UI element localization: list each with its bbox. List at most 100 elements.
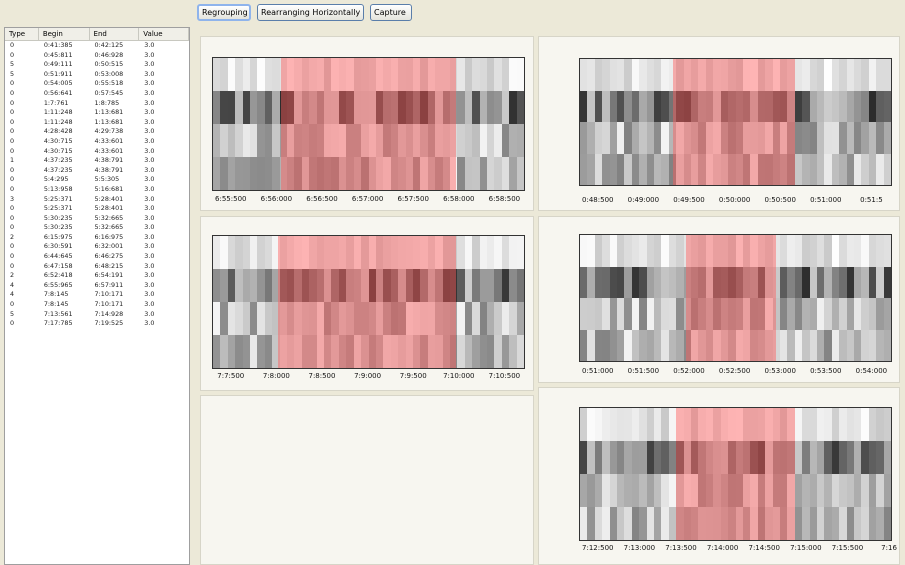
axis-tick-label: 6:58:500 (488, 195, 521, 203)
table-row[interactable]: 0 1:7:761 1:8:785 3.0 (5, 99, 189, 109)
heatmap-cell (361, 91, 370, 124)
heatmap-cell (398, 58, 407, 91)
end-cell: 7:14:928 (94, 309, 124, 318)
table-row[interactable]: 0 5:25:371 5:28:401 3.0 (5, 204, 189, 214)
heatmap-panel-3[interactable] (212, 235, 525, 369)
heatmap-cell (728, 474, 737, 507)
heatmap-cell (631, 90, 640, 122)
heatmap-cell (654, 235, 663, 267)
heatmap-cell (750, 298, 759, 330)
heatmap-cell (794, 507, 803, 540)
type-cell: 0 (10, 108, 15, 117)
table-row[interactable]: 0 1:11:248 1:13:681 3.0 (5, 108, 189, 118)
table-row[interactable]: 0 7:17:785 7:19:525 3.0 (5, 319, 189, 329)
table-row[interactable]: 0 0:54:005 0:55:518 3.0 (5, 79, 189, 89)
table-row[interactable]: 5 7:13:561 7:14:928 3.0 (5, 310, 189, 320)
heatmap-panel-4[interactable] (579, 234, 892, 362)
table-row[interactable]: 2 6:15:975 6:16:975 3.0 (5, 233, 189, 243)
type-cell: 0 (10, 79, 15, 88)
heatmap-cell (802, 408, 811, 441)
table-row[interactable]: 0 6:47:158 6:48:215 3.0 (5, 262, 189, 272)
table-row[interactable]: 0 5:30:235 5:32:665 3.0 (5, 214, 189, 224)
heatmap-cell (580, 122, 589, 154)
heatmap-cell (831, 90, 840, 122)
highlight-region (673, 59, 795, 185)
table-row[interactable]: 0 4:37:235 4:38:791 3.0 (5, 166, 189, 176)
heatmap-cell (683, 266, 692, 298)
table-row[interactable]: 5 0:49:111 0:50:515 3.0 (5, 60, 189, 70)
table-row[interactable]: 0 4:28:428 4:29:738 3.0 (5, 127, 189, 137)
heatmap-cell (457, 58, 466, 91)
table-row[interactable]: 0 4:30:715 4:33:601 3.0 (5, 137, 189, 147)
table-row[interactable]: 0 0:45:811 0:46:928 3.0 (5, 51, 189, 61)
heatmap-cell (742, 59, 751, 91)
heatmap-cell (412, 157, 421, 190)
heatmap-cell (624, 90, 633, 122)
regrouping-button[interactable]: Regrouping (197, 4, 251, 21)
heatmap-panel-5[interactable] (579, 407, 892, 541)
heatmap-cell (250, 58, 259, 91)
column-header-type[interactable]: Type (5, 28, 39, 40)
table-row[interactable]: 5 0:51:911 0:53:008 3.0 (5, 70, 189, 80)
table-row[interactable]: 0 0:56:641 0:57:545 3.0 (5, 89, 189, 99)
heatmap-cell (587, 408, 596, 441)
heatmap-cell (494, 302, 503, 335)
heatmap-cell (594, 153, 603, 185)
heatmap-cell (353, 269, 362, 302)
heatmap-cell (509, 269, 518, 302)
table-row[interactable]: 4 6:55:965 6:57:911 3.0 (5, 281, 189, 291)
heatmap-cell (580, 266, 589, 298)
heatmap-cell (516, 124, 524, 157)
capture-button[interactable]: Capture (370, 4, 412, 21)
heatmap-cell (609, 122, 618, 154)
heatmap-cell (735, 507, 744, 540)
table-row[interactable]: 4 7:8:145 7:10:171 3.0 (5, 290, 189, 300)
heatmap-cell (661, 266, 670, 298)
heatmap-cell (257, 269, 266, 302)
heatmap-cell (324, 302, 333, 335)
table-row[interactable]: 1 4:37:235 4:38:791 3.0 (5, 156, 189, 166)
heatmap-cell (676, 408, 685, 441)
heatmap-cell (316, 335, 325, 368)
heatmap-cell (250, 269, 259, 302)
heatmap-cell (631, 122, 640, 154)
axis-tick-label: 7:9:000 (354, 372, 382, 380)
heatmap-cell (587, 329, 596, 361)
column-header-begin[interactable]: Begin (39, 28, 90, 40)
column-header-end[interactable]: End (90, 28, 140, 40)
heatmap-panel-2[interactable] (579, 58, 892, 186)
heatmap-cell (779, 298, 788, 330)
table-row[interactable]: 0 5:4:295 5:5:305 3.0 (5, 175, 189, 185)
heatmap-cell (868, 298, 877, 330)
heatmap-cell (639, 235, 648, 267)
heatmap-cell (242, 269, 251, 302)
table-row[interactable]: 0 7:8:145 7:10:171 3.0 (5, 300, 189, 310)
heatmap-cell (594, 474, 603, 507)
column-header-value[interactable]: Value (139, 28, 189, 40)
heatmap-cell (353, 58, 362, 91)
table-row[interactable]: 3 5:25:371 5:28:401 3.0 (5, 195, 189, 205)
heatmap-cell (257, 236, 266, 269)
table-row[interactable]: 0 1:11:248 1:13:681 3.0 (5, 118, 189, 128)
type-cell: 0 (10, 165, 15, 174)
segment-table[interactable]: Type Begin End Value 0 0:41:385 0:42:125 3.… (4, 27, 190, 565)
table-row[interactable]: 0 5:13:958 5:16:681 3.0 (5, 185, 189, 195)
table-row[interactable]: 0 4:30:715 4:33:601 3.0 (5, 147, 189, 157)
type-cell: 0 (10, 88, 15, 97)
heatmap-cell (691, 507, 700, 540)
end-cell: 5:5:305 (94, 175, 120, 184)
table-row[interactable]: 0 6:30:591 6:32:001 3.0 (5, 242, 189, 252)
table-row[interactable]: 2 6:52:418 6:54:191 3.0 (5, 271, 189, 281)
heatmap-cell (853, 90, 862, 122)
heatmap-cell (735, 298, 744, 330)
heatmap-cell (639, 408, 648, 441)
rearrange-horizontally-button[interactable]: Rearranging Horizontally (257, 4, 364, 21)
table-row[interactable]: 0 5:30:235 5:32:665 3.0 (5, 223, 189, 233)
heatmap-cell (602, 441, 611, 474)
heatmap-cell (617, 235, 626, 267)
heatmap-panel-1[interactable] (212, 57, 525, 191)
table-row[interactable]: 0 6:44:645 6:46:275 3.0 (5, 252, 189, 262)
table-row[interactable]: 0 0:41:385 0:42:125 3.0 (5, 41, 189, 51)
end-cell: 1:8:785 (94, 98, 120, 107)
highlight-region (281, 58, 456, 190)
